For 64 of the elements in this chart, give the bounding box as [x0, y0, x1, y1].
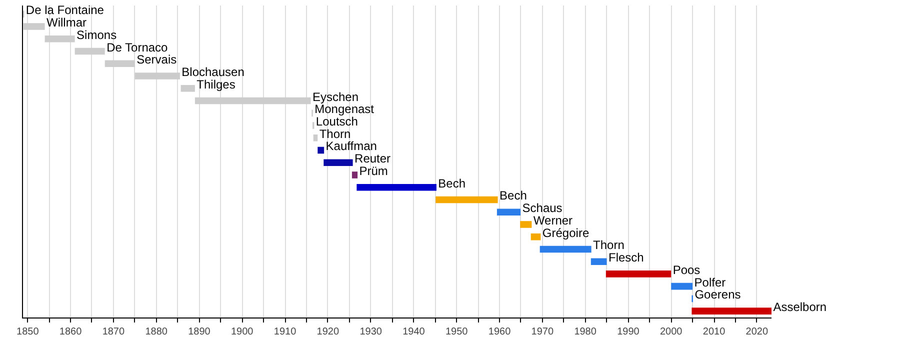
y-tick-label: Kauffman	[326, 139, 377, 154]
x-tick-label: 1920	[316, 326, 340, 338]
bar	[324, 159, 353, 166]
y-tick-label: Eyschen	[312, 90, 359, 104]
bar	[23, 23, 45, 30]
x-tick-label: 1870	[102, 326, 126, 338]
y-tick-label: Prüm	[359, 164, 388, 178]
bar	[194, 97, 311, 104]
bar	[180, 84, 195, 92]
y-tick-label: Blochausen	[182, 65, 244, 80]
x-tick-label: 1930	[360, 326, 382, 338]
x-tick-label: 2010	[702, 326, 726, 338]
y-tick-label: Flesch	[608, 250, 644, 265]
bar	[590, 258, 607, 265]
y-tick-label: Servais	[136, 52, 177, 67]
x-tick-label: 1940	[402, 326, 426, 338]
y-tick-label: Polfer	[694, 275, 726, 290]
y-tick-label: Willmar	[46, 16, 87, 30]
bar	[104, 60, 135, 68]
y-tick-label: Werner	[533, 213, 573, 228]
x-tick-label: 1990	[617, 326, 640, 338]
y-tick-label: Goerens	[694, 288, 741, 302]
bar	[692, 308, 772, 314]
bar	[318, 146, 324, 154]
y-tick-label: Grégoire	[542, 226, 590, 240]
y-tick-label: De la Fontaine	[26, 3, 104, 18]
y-tick-label: Simons	[76, 28, 117, 42]
bar	[671, 282, 693, 290]
bar	[352, 172, 358, 178]
x-tick-label: 1980	[574, 326, 597, 338]
x-tick-label: 1850	[16, 326, 40, 338]
y-tick-label: Thorn	[319, 126, 351, 141]
bar	[74, 48, 105, 55]
y-tick-label: Poos	[672, 262, 700, 277]
x-tick-label: 1890	[188, 326, 211, 338]
bar	[496, 208, 521, 216]
bar	[356, 184, 436, 191]
bar	[44, 36, 75, 42]
x-tick-label: 1880	[145, 326, 168, 338]
y-tick-label: De Tornaco	[106, 40, 168, 54]
x-tick-label: 1960	[488, 326, 512, 338]
bar	[520, 221, 532, 228]
y-tick-label: Thilges	[196, 77, 236, 92]
y-tick-label: Reuter	[354, 152, 391, 166]
y-tick-label: Loutsch	[316, 114, 358, 129]
bar	[606, 270, 672, 278]
y-tick-label: Thorn	[593, 238, 624, 252]
bar	[530, 233, 541, 240]
x-tick-label: 1970	[531, 326, 554, 338]
bar	[134, 72, 180, 80]
y-tick-label: Bech	[500, 188, 527, 203]
y-tick-label: Bech	[438, 176, 466, 190]
y-tick-label: Mongenast	[314, 102, 375, 116]
x-tick-label: 1900	[231, 326, 254, 338]
bar	[540, 246, 592, 253]
x-tick-label: 2020	[746, 326, 768, 338]
bar	[313, 134, 318, 142]
y-tick-label: Schaus	[522, 201, 562, 216]
x-tick-label: 2000	[660, 326, 683, 338]
x-tick-label: 1950	[446, 326, 468, 338]
y-tick-label: Asselborn	[773, 300, 827, 314]
x-tick-label: 1860	[59, 326, 82, 338]
bar	[436, 196, 498, 204]
x-tick-label: 1910	[274, 326, 297, 338]
